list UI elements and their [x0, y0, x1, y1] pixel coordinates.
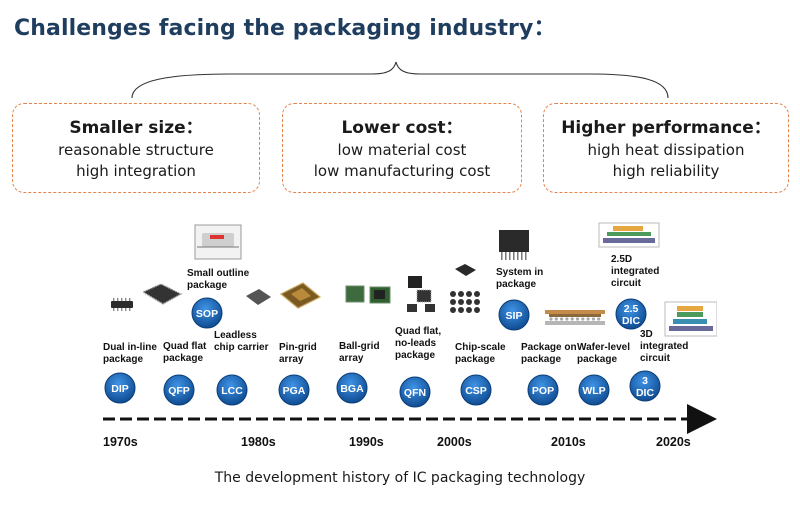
package-abbr: QFN	[404, 387, 426, 399]
package-label: Leadless chip carrier	[214, 330, 269, 353]
package-label: System in package	[496, 267, 543, 290]
package-badge: DIP	[104, 372, 136, 404]
lcc-chip-image	[246, 289, 271, 305]
decade-label: 2010s	[551, 435, 586, 449]
challenge-line: low manufacturing cost	[313, 162, 491, 180]
package-badge: CSP	[460, 374, 492, 406]
package-label: Quad flat package	[163, 341, 207, 364]
challenge-heading: Smaller size：	[69, 118, 203, 138]
integrated-circuit-diagram-image	[598, 222, 717, 337]
package-abbr: QFP	[168, 385, 190, 397]
package-badge: SOP	[191, 297, 223, 329]
package-abbr: 3	[642, 375, 648, 387]
decade-label: 1970s	[103, 435, 138, 449]
package-badge: SIP	[498, 299, 530, 331]
package-label: Quad flat, no-leads package	[395, 326, 441, 361]
package-badge: WLP	[578, 374, 610, 406]
package-abbr: LCC	[221, 385, 243, 397]
package-badge: LCC	[216, 374, 248, 406]
qfp-chip-image	[141, 283, 183, 305]
package-abbr: SOP	[196, 308, 218, 320]
package-abbr: DIC	[622, 315, 641, 327]
package-label: Small outline package	[187, 268, 250, 291]
packaging-timeline: Dual in-line package Quad flat package Small…	[103, 220, 717, 453]
package-abbr: WLP	[582, 385, 605, 397]
challenge-box-cost: Lower cost： low material cost low manufa…	[282, 103, 522, 193]
challenge-heading: Lower cost：	[341, 118, 463, 138]
package-badge: QFP	[163, 374, 195, 406]
csp-chip-image	[450, 264, 480, 313]
package-label: Ball-grid array	[339, 341, 380, 364]
package-abbr: BGA	[340, 383, 364, 395]
package-abbr: DIC	[636, 387, 655, 399]
decade-label: 2020s	[656, 435, 691, 449]
package-abbr: CSP	[465, 385, 487, 397]
package-abbr: DIP	[111, 383, 129, 395]
challenge-line: reasonable structure	[58, 141, 214, 159]
bga-chip-image	[345, 285, 391, 304]
grouping-brace	[131, 61, 669, 99]
sop-cross-section-image	[194, 224, 242, 260]
challenge-line: high integration	[76, 162, 196, 180]
challenge-line: low material cost	[337, 141, 467, 159]
package-label: Chip-scale package	[455, 342, 506, 365]
package-abbr: SIP	[506, 310, 523, 322]
package-label: Package on package	[521, 342, 577, 365]
dip-chip-image	[111, 298, 133, 311]
sip-module-image	[499, 230, 529, 260]
decade-label: 1980s	[241, 435, 276, 449]
package-badge: POP	[527, 374, 559, 406]
qfn-chip-image	[407, 276, 435, 312]
package-badge: QFN	[399, 376, 431, 408]
package-label: 2.5D integrated circuit	[611, 254, 659, 289]
decade-label: 1990s	[349, 435, 384, 449]
pop-wlp-image	[545, 310, 605, 325]
package-abbr: PGA	[283, 385, 306, 397]
challenge-box-size: Smaller size： reasonable structure high …	[12, 103, 260, 193]
pga-chip-image	[279, 282, 322, 309]
figure-caption: The development history of IC packaging …	[214, 470, 586, 486]
package-abbr: POP	[532, 385, 554, 397]
challenge-box-performance: Higher performance： high heat dissipatio…	[543, 103, 789, 193]
challenge-heading: Higher performance：	[561, 118, 771, 138]
challenge-line: high heat dissipation	[587, 141, 745, 159]
challenge-line: high reliability	[612, 162, 720, 180]
package-label: 3D integrated circuit	[640, 329, 688, 364]
package-label: Dual in-line package	[103, 342, 157, 365]
package-label: Pin-grid array	[279, 342, 317, 365]
package-badge: PGA	[278, 374, 310, 406]
package-label: Wafer-level package	[577, 342, 630, 365]
decade-label: 2000s	[437, 435, 472, 449]
package-badge: BGA	[336, 372, 368, 404]
page-title: Challenges facing the packaging industry…	[14, 16, 556, 41]
package-abbr: 2.5	[624, 303, 639, 315]
